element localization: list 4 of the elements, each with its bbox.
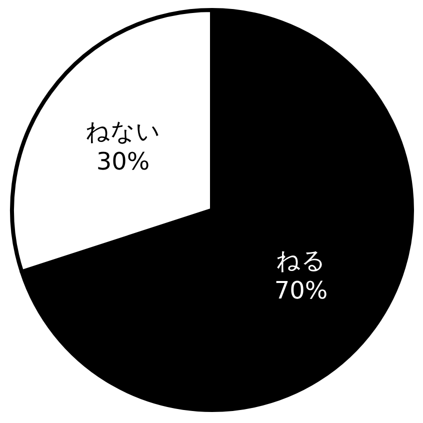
slice-label: ねない [86, 117, 161, 146]
data-label: 30% [96, 147, 150, 176]
slice-label: ねる [276, 246, 326, 275]
data-label: 70% [274, 276, 328, 305]
